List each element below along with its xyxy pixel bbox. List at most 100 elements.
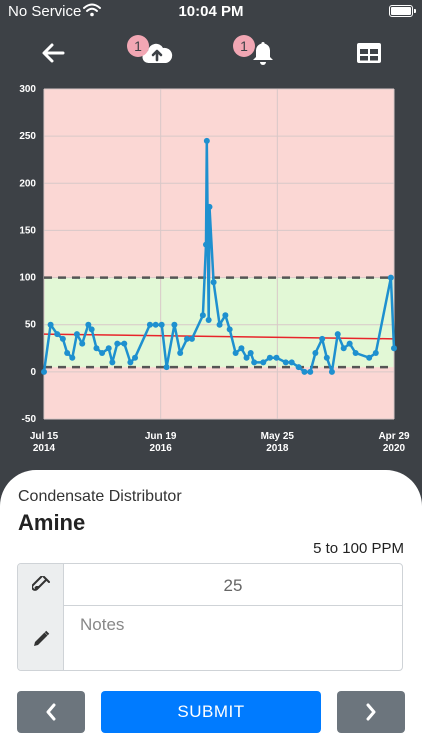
back-button[interactable] [30, 28, 76, 78]
data-point [54, 331, 61, 338]
y-tick-label: 0 [30, 367, 36, 378]
data-point [226, 326, 233, 333]
cloud-upload-icon [142, 43, 173, 64]
data-point [132, 354, 139, 361]
reading-panel: Condensate Distributor Amine 5 to 100 PP… [0, 470, 422, 750]
arrow-left-icon [42, 43, 65, 63]
data-point [295, 364, 302, 371]
data-point [282, 359, 289, 366]
data-point [352, 350, 359, 356]
data-point [301, 368, 308, 375]
data-point [372, 350, 379, 356]
chevron-left-icon [46, 703, 56, 721]
notes-icon-cell [18, 605, 64, 670]
data-point [93, 345, 100, 352]
data-point [47, 321, 54, 328]
data-point [88, 326, 95, 333]
data-point [121, 340, 128, 347]
y-tick-label: 150 [19, 225, 36, 236]
y-tick-label: 50 [25, 320, 37, 331]
data-point [328, 368, 335, 375]
chevron-right-icon [366, 703, 376, 721]
x-tick-label: May 25 [261, 431, 295, 442]
data-point [334, 331, 341, 338]
table-icon [357, 43, 381, 63]
data-point [323, 354, 330, 361]
data-point [266, 354, 273, 361]
alerts-button[interactable]: 1 [233, 28, 286, 78]
data-point [210, 279, 217, 286]
value-icon-cell [18, 564, 64, 605]
notes-input[interactable] [64, 605, 402, 670]
reading-value-input[interactable] [64, 564, 402, 607]
data-point [152, 321, 159, 328]
location-label: Condensate Distributor [18, 488, 182, 505]
notes-row [18, 605, 402, 670]
data-point [312, 350, 319, 356]
data-point [346, 340, 353, 347]
data-point [59, 335, 66, 342]
series-line [42, 139, 396, 374]
submit-button[interactable]: SUBMIT [101, 691, 321, 733]
data-point [260, 359, 267, 366]
data-point [105, 345, 112, 352]
data-point [216, 321, 223, 328]
data-point [205, 317, 212, 323]
data-point [222, 312, 229, 319]
pencil-icon [33, 630, 49, 646]
data-point [273, 354, 280, 361]
test-tube-icon [31, 575, 50, 591]
battery-icon [389, 5, 416, 17]
status-bar: No Service 10:04 PM [0, 0, 422, 24]
data-point [163, 364, 170, 371]
data-point [203, 241, 210, 248]
x-tick-year-label: 2020 [383, 443, 406, 454]
data-point [319, 335, 326, 342]
data-point [146, 321, 153, 328]
data-point [41, 368, 47, 375]
data-point [366, 354, 373, 361]
data-point [183, 335, 190, 342]
trend-line [43, 333, 395, 340]
x-tick-label: Jun 19 [145, 431, 177, 442]
y-tick-label: -50 [22, 414, 37, 425]
data-point [85, 321, 92, 328]
data-point [177, 350, 184, 356]
data-point [288, 359, 295, 366]
previous-button[interactable] [17, 691, 85, 733]
table-view-button[interactable] [346, 28, 392, 78]
data-point [203, 137, 210, 144]
data-point [109, 359, 116, 366]
out-of-range-band [44, 89, 394, 419]
data-point [79, 340, 86, 347]
y-tick-label: 200 [19, 178, 36, 189]
reading-form [17, 563, 403, 671]
next-button[interactable] [337, 691, 405, 733]
upload-badge: 1 [127, 35, 149, 57]
data-point [199, 312, 206, 319]
data-point [251, 359, 258, 366]
upload-button[interactable]: 1 [127, 28, 182, 78]
data-point [391, 345, 397, 352]
value-row [18, 564, 402, 607]
bell-icon [253, 42, 273, 65]
toolbar: 1 1 [0, 28, 422, 78]
clock: 10:04 PM [178, 3, 244, 20]
data-point [387, 274, 394, 281]
data-point [127, 359, 134, 366]
x-tick-label: Jul 15 [30, 431, 59, 442]
data-point [158, 321, 165, 328]
y-tick-label: 100 [19, 273, 36, 284]
carrier-label: No Service [8, 3, 82, 20]
data-point [73, 331, 80, 338]
data-point [99, 350, 106, 356]
alert-badge: 1 [233, 35, 255, 57]
wifi-icon [83, 3, 101, 21]
target-range-label: 5 to 100 PPM [313, 540, 404, 557]
data-point [247, 350, 254, 356]
data-point [307, 368, 314, 375]
x-tick-label: Apr 29 [378, 431, 410, 442]
y-tick-label: 250 [19, 131, 36, 142]
data-point [243, 354, 250, 361]
